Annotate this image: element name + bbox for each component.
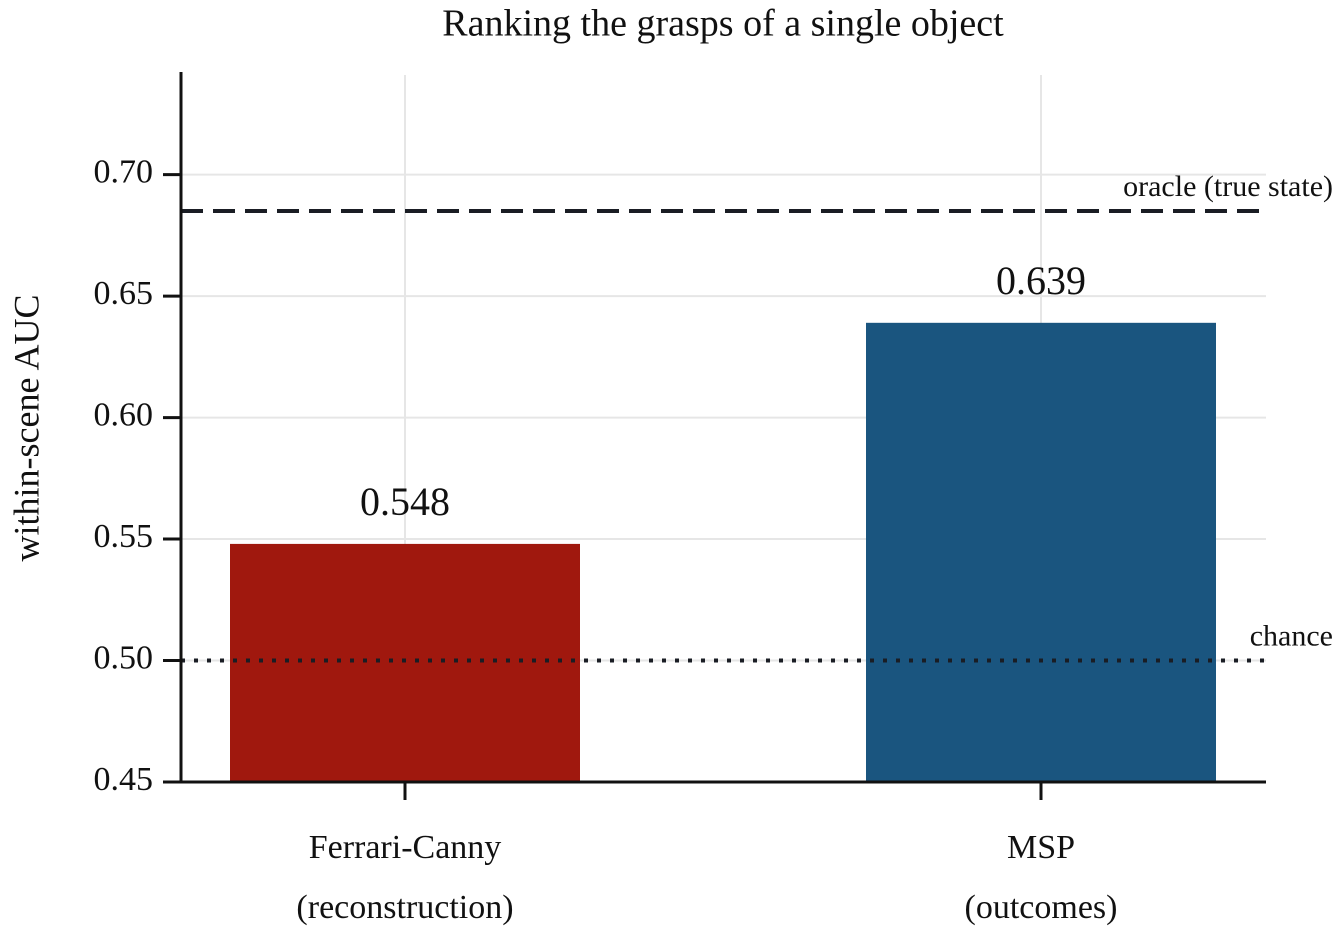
reference-label: oracle (true state) (1123, 170, 1333, 203)
value-label: 0.639 (996, 258, 1086, 303)
reference-label: chance (1250, 619, 1333, 652)
y-axis-label: within-scene AUC (6, 295, 46, 562)
x-tick-label: MSP (outcomes) (964, 829, 1118, 926)
y-tick-label: 0.65 (94, 275, 154, 312)
x-tick-label: Ferrari-Canny (reconstruction) (296, 829, 514, 926)
chart-title: Ranking the grasps of a single object (442, 3, 1004, 45)
bar (866, 322, 1216, 782)
y-tick-label: 0.50 (94, 639, 154, 676)
y-tick-label: 0.60 (94, 396, 154, 433)
bar (230, 543, 580, 782)
y-tick-label: 0.70 (94, 153, 154, 190)
y-tick-label: 0.45 (94, 761, 154, 798)
value-label: 0.548 (360, 479, 450, 524)
y-tick-label: 0.55 (94, 518, 154, 555)
